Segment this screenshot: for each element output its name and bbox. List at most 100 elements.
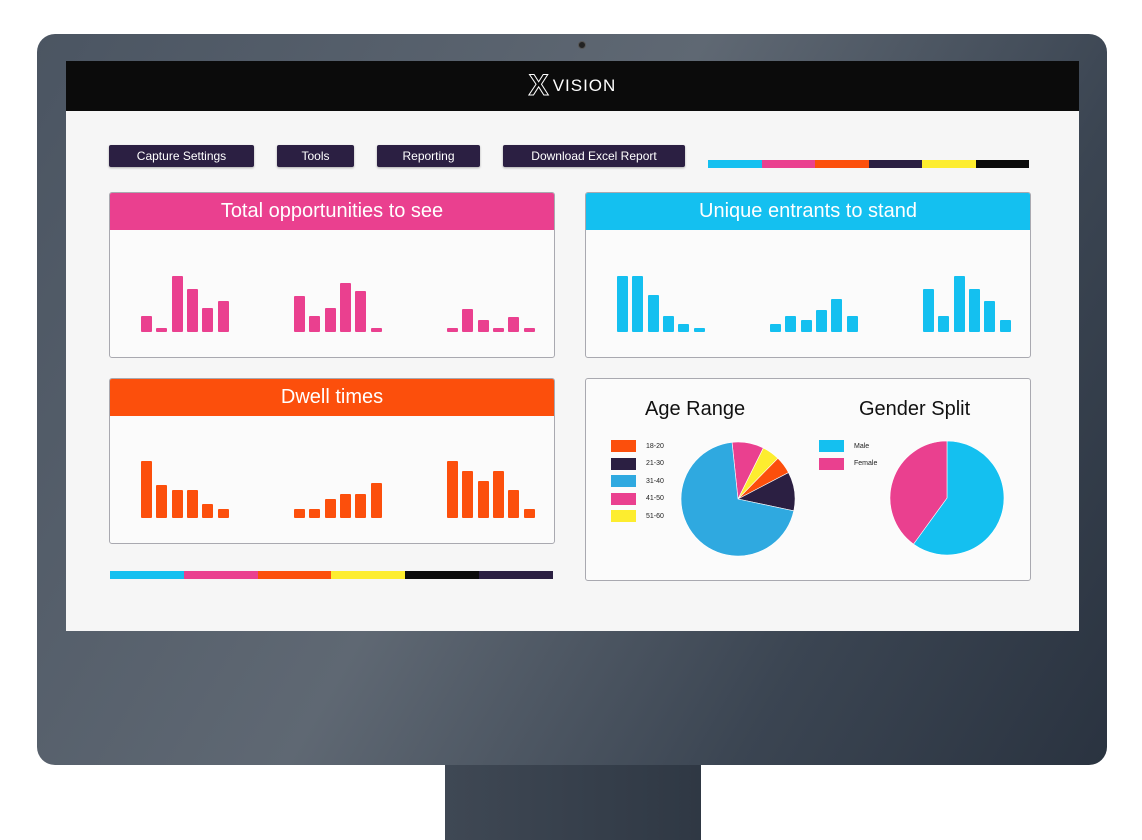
monitor-stand (445, 760, 701, 840)
bar (999, 320, 1011, 332)
bar (202, 504, 214, 518)
bar (846, 316, 858, 332)
legend-label: 41-50 (646, 495, 664, 502)
legend-item: Male (819, 440, 869, 452)
legend-label: Male (854, 442, 870, 450)
bar (141, 461, 152, 518)
demographics-card: Age Range Gender Split 18-20 21-30 31-40 41… (585, 378, 1031, 581)
bar (662, 316, 674, 332)
bar-chart (110, 458, 554, 518)
bar (508, 317, 520, 332)
pie-slice-31-40 (680, 441, 795, 557)
bar (815, 310, 827, 332)
bar (339, 494, 351, 518)
bar (523, 509, 535, 518)
bar (923, 289, 934, 332)
stripe-segment (975, 160, 1029, 168)
bar (171, 276, 183, 332)
bar (523, 328, 535, 332)
stripe-segment (815, 160, 869, 168)
bar (770, 324, 781, 332)
legend-item: Female (819, 457, 878, 470)
stripe-segment (331, 571, 406, 579)
bar (324, 308, 336, 332)
bar (632, 276, 644, 332)
legend-item: 31-40 (611, 475, 664, 487)
unique-entrants-card: Unique entrants to stand (585, 192, 1031, 358)
stripe-segment (922, 160, 976, 168)
bar (324, 499, 336, 518)
bar (647, 295, 659, 332)
stripe-segment (257, 571, 332, 579)
bar (477, 481, 489, 518)
bar (339, 283, 351, 332)
bar (294, 296, 305, 332)
bar-chart (110, 272, 554, 332)
bar (171, 490, 183, 518)
legend-item: 41-50 (611, 492, 664, 505)
stripe-segment (110, 571, 184, 579)
bar (202, 308, 214, 332)
age-range-title: Age Range (645, 398, 746, 420)
bar (617, 276, 628, 332)
bar (156, 485, 168, 518)
bar (141, 316, 152, 332)
bar-chart (586, 272, 1030, 332)
bar (447, 461, 458, 518)
bar (370, 483, 382, 518)
top-bar: X VISION (66, 61, 1079, 111)
bar (953, 276, 965, 332)
download-excel-report-button[interactable]: Download Excel Report (503, 145, 685, 167)
bar (355, 494, 367, 518)
logo-icon: X (528, 69, 549, 102)
legend-swatch (611, 510, 636, 522)
bar (355, 291, 367, 332)
stripe-segment (708, 160, 762, 168)
color-stripe (110, 571, 553, 579)
legend-label: 21-30 (646, 460, 664, 467)
age-range-pie (680, 441, 796, 557)
legend-swatch (819, 440, 844, 452)
bar (984, 301, 996, 332)
stripe-segment (405, 571, 480, 579)
bar (217, 509, 229, 518)
bar (968, 289, 980, 332)
legend-swatch (611, 440, 636, 452)
capture-settings-button[interactable]: Capture Settings (109, 145, 254, 167)
legend-label: 51-60 (646, 512, 664, 520)
bar (370, 328, 382, 332)
bar (938, 316, 950, 332)
legend-label: 18-20 (646, 442, 664, 450)
bar (309, 316, 321, 332)
legend-swatch (611, 475, 636, 487)
stripe-segment (479, 571, 553, 579)
bar (462, 309, 474, 332)
bar (309, 509, 321, 518)
card-title: Dwell times (110, 379, 554, 416)
legend-label: Female (854, 460, 878, 467)
bar (693, 328, 705, 332)
bar (294, 509, 305, 518)
pie-slice-male (913, 440, 1005, 556)
logo-text: VISION (552, 76, 617, 95)
bar (508, 490, 520, 518)
reporting-button[interactable]: Reporting (377, 145, 480, 167)
tools-button[interactable]: Tools (277, 145, 354, 167)
legend-swatch (611, 492, 636, 505)
stripe-segment (761, 160, 815, 168)
legend-label: 31-40 (646, 477, 664, 485)
card-title: Unique entrants to stand (586, 193, 1030, 230)
bar (800, 320, 812, 332)
bar (492, 471, 504, 518)
bar (785, 316, 797, 332)
total-opportunities-card: Total opportunities to see (109, 192, 555, 358)
stripe-segment (868, 160, 922, 168)
camera (578, 41, 586, 49)
legend-swatch (819, 457, 844, 470)
legend-item: 18-20 (611, 440, 664, 452)
bar (477, 320, 489, 332)
legend-swatch (611, 457, 636, 470)
bar (217, 301, 229, 332)
legend-item: 51-60 (611, 510, 664, 522)
bar (831, 299, 843, 332)
